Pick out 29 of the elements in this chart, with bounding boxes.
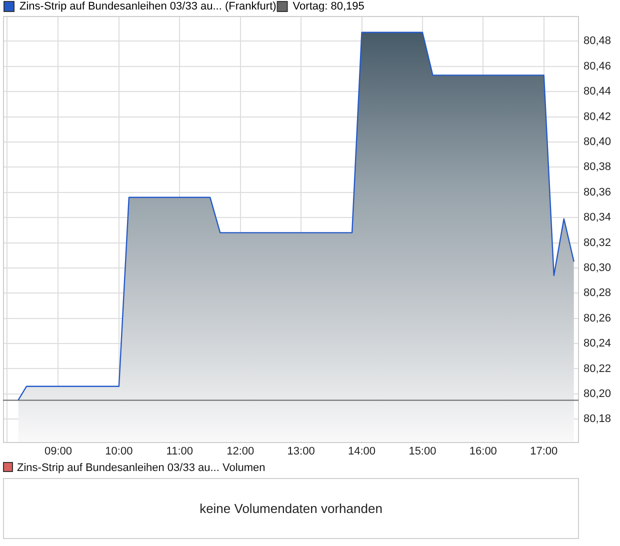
y-tick-label: 80,34 <box>583 212 612 224</box>
y-tick-label: 80,36 <box>583 186 612 198</box>
y-tick-label: 80,18 <box>583 413 612 426</box>
y-tick-label: 80,44 <box>583 86 612 98</box>
x-tick-label: 15:00 <box>408 445 436 458</box>
x-tick-label: 10:00 <box>105 445 133 458</box>
y-tick-label: 80,40 <box>583 136 612 148</box>
y-tick-label: 80,32 <box>583 236 612 249</box>
legend-label: Vortag: 80,195 <box>292 0 364 13</box>
y-tick-label: 80,28 <box>583 287 612 300</box>
y-tick-label: 80,20 <box>583 388 612 400</box>
x-tick-label: 09:00 <box>44 445 72 458</box>
legend-label: Zins-Strip auf Bundesanleihen 03/33 au... (Frankfurt) <box>20 0 276 13</box>
y-tick-label: 80,30 <box>583 262 612 274</box>
y-tick-label: 80,38 <box>583 161 612 174</box>
y-tick-label: 80,42 <box>583 110 612 123</box>
y-tick-label: 80,22 <box>583 362 612 375</box>
x-tick-label: 16:00 <box>469 445 497 458</box>
text: Zins-Strip auf Bundesanleihen 03/33 au... Volumen <box>17 462 266 474</box>
y-tick-label: 80,48 <box>583 35 612 48</box>
x-tick-label: 14:00 <box>348 445 376 458</box>
y-tick-label: 80,24 <box>583 338 612 350</box>
x-tick-label: 17:00 <box>530 445 558 458</box>
x-tick-label: 13:00 <box>287 445 315 458</box>
y-tick-label: 80,26 <box>583 312 612 324</box>
x-tick-label: 12:00 <box>226 445 254 458</box>
text: keine Volumendaten vorhanden <box>200 500 382 516</box>
y-tick-label: 80,46 <box>583 60 612 72</box>
x-tick-label: 11:00 <box>166 445 194 458</box>
